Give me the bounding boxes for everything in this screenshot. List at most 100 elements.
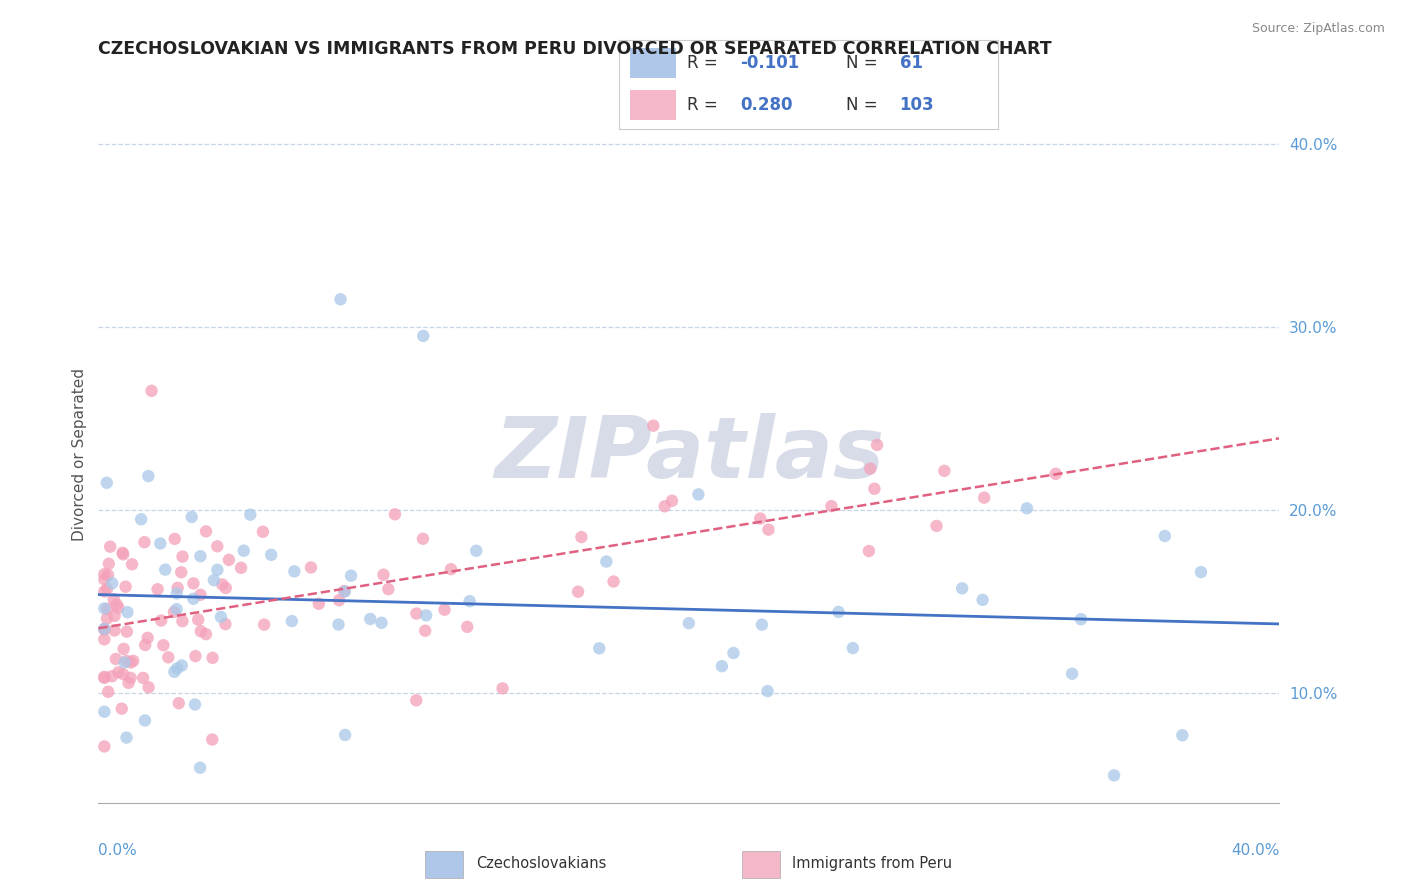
Point — [661, 493, 683, 508]
Point — [117, 676, 139, 690]
Point — [134, 638, 156, 652]
Point — [229, 561, 252, 575]
Point — [571, 530, 593, 544]
Point — [749, 511, 772, 525]
Point — [678, 616, 700, 631]
Point — [1102, 768, 1125, 782]
Point — [239, 508, 262, 522]
Point — [93, 632, 115, 647]
Point — [710, 659, 733, 673]
Text: 103: 103 — [900, 96, 934, 114]
Point — [115, 731, 138, 745]
Point — [209, 610, 232, 624]
Text: Immigrants from Peru: Immigrants from Peru — [793, 855, 952, 871]
Text: N =: N = — [846, 54, 883, 72]
Point — [120, 656, 142, 670]
Point — [121, 558, 143, 572]
Point — [412, 532, 434, 546]
Point — [134, 535, 156, 549]
Point — [973, 491, 995, 505]
Bar — [630, 48, 675, 78]
Text: 0.280: 0.280 — [740, 96, 793, 114]
Point — [415, 608, 437, 623]
Point — [359, 612, 381, 626]
Point — [207, 539, 229, 553]
Point — [150, 614, 173, 628]
Point — [491, 681, 513, 696]
Point — [384, 508, 406, 522]
Point — [195, 627, 218, 641]
Point — [141, 384, 163, 398]
Point — [136, 631, 159, 645]
Point — [866, 438, 889, 452]
Point — [1153, 529, 1175, 543]
Point — [232, 543, 254, 558]
Point — [166, 661, 188, 675]
Point — [117, 605, 139, 619]
Point — [1015, 501, 1038, 516]
Point — [93, 705, 115, 719]
Point — [163, 605, 186, 619]
Text: 0.0%: 0.0% — [98, 843, 138, 858]
Point — [115, 624, 138, 639]
Point — [465, 543, 488, 558]
Point — [93, 622, 115, 636]
Point — [138, 680, 160, 694]
Text: CZECHOSLOVAKIAN VS IMMIGRANTS FROM PERU DIVORCED OR SEPARATED CORRELATION CHART: CZECHOSLOVAKIAN VS IMMIGRANTS FROM PERU … — [98, 40, 1052, 58]
Point — [170, 566, 193, 580]
Point — [328, 593, 350, 607]
Point — [602, 574, 624, 589]
Point — [333, 728, 356, 742]
Point — [756, 684, 779, 698]
Point — [187, 613, 209, 627]
Point — [138, 469, 160, 483]
Point — [863, 482, 886, 496]
Bar — [630, 90, 675, 120]
Point — [120, 671, 142, 685]
Point — [105, 598, 128, 612]
Point — [1062, 666, 1084, 681]
Point — [172, 614, 194, 628]
Text: R =: R = — [688, 96, 723, 114]
Point — [377, 582, 399, 596]
Point — [93, 584, 115, 599]
Y-axis label: Divorced or Separated: Divorced or Separated — [72, 368, 87, 541]
Point — [201, 732, 224, 747]
Text: N =: N = — [846, 96, 883, 114]
Point — [190, 588, 212, 602]
Point — [333, 584, 356, 599]
Point — [758, 523, 780, 537]
Point — [458, 594, 481, 608]
Point — [214, 617, 236, 632]
Point — [195, 524, 218, 539]
Point — [723, 646, 745, 660]
Text: 40.0%: 40.0% — [1232, 843, 1279, 858]
Point — [1070, 612, 1092, 626]
Point — [950, 582, 973, 596]
Text: 61: 61 — [900, 54, 922, 72]
Point — [440, 562, 463, 576]
Point — [107, 600, 129, 615]
Point — [103, 592, 125, 607]
Point — [157, 650, 180, 665]
Point — [111, 546, 134, 560]
Text: -0.101: -0.101 — [740, 54, 800, 72]
Point — [190, 624, 212, 639]
Point — [96, 602, 118, 616]
Point — [163, 532, 186, 546]
Point — [643, 418, 665, 433]
Point — [751, 617, 773, 632]
Point — [172, 549, 194, 564]
Point — [101, 669, 124, 683]
Point — [972, 593, 994, 607]
Bar — [426, 851, 464, 878]
Point — [97, 568, 120, 582]
Point — [104, 652, 127, 666]
Bar — [742, 851, 779, 878]
Point — [215, 581, 238, 595]
Point — [93, 739, 115, 754]
Point — [146, 582, 169, 597]
Point — [211, 577, 233, 591]
Point — [93, 573, 115, 587]
Point — [654, 500, 676, 514]
